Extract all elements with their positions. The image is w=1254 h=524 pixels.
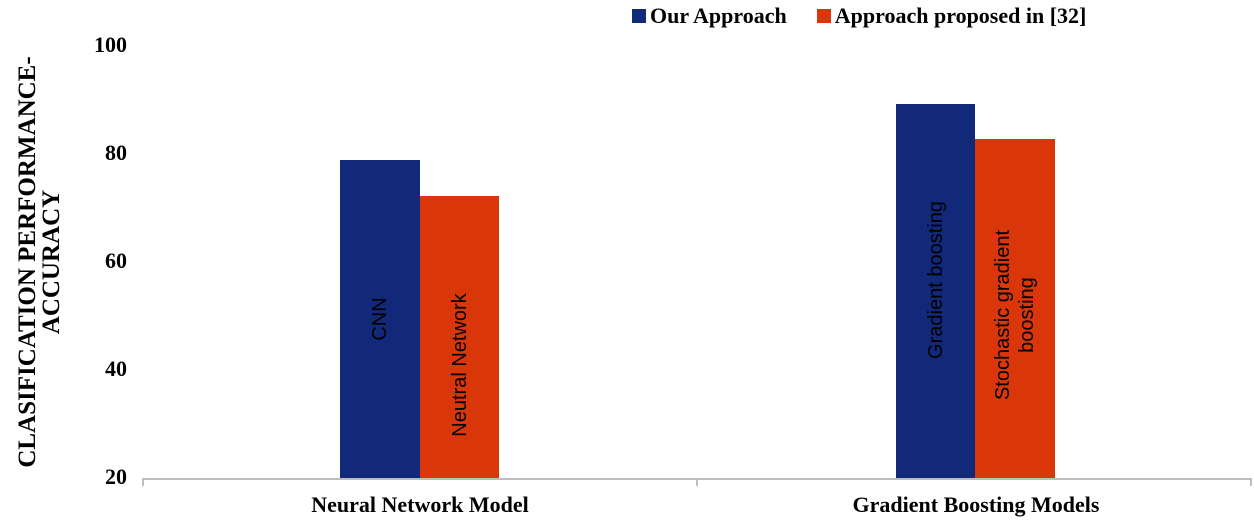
y-tick-100: 100 (94, 32, 127, 57)
legend-label: Our Approach (650, 3, 787, 28)
bar-label: CNN (369, 297, 391, 341)
x-category-neural-network-model: Neural Network Model (311, 492, 529, 517)
legend-item-approach-32: Approach proposed in [32] (816, 3, 1087, 29)
bar-label-line2: boosting (1016, 277, 1038, 354)
y-tick-20: 20 (105, 464, 127, 489)
legend-item-our-approach: Our Approach (632, 3, 787, 29)
y-tick-80: 80 (105, 140, 127, 165)
x-category-gradient-boosting-models: Gradient Boosting Models (852, 492, 1100, 517)
bar-label: Gradient boosting (924, 200, 947, 359)
y-axis-title-line1: CLASIFICATION PERFORMANCE- (14, 56, 41, 468)
legend-swatch-orange (816, 9, 831, 23)
bar-stochastic-gradient-boosting: Stochastic gradient boosting (975, 139, 1055, 478)
legend: Our Approach Approach proposed in [32] (632, 3, 1116, 29)
x-tick (1250, 478, 1252, 486)
legend-label: Approach proposed in [32] (834, 3, 1087, 28)
y-axis-title: CLASIFICATION PERFORMANCE- ACCURACY (0, 0, 80, 524)
bar-neutral-network: Neutral Network (420, 196, 499, 478)
bar-label: Stochastic gradient boosting (991, 230, 1039, 400)
y-tick-60: 60 (105, 248, 127, 273)
y-axis-title-line2: ACCURACY (38, 189, 65, 335)
y-tick-40: 40 (105, 356, 127, 381)
x-tick (696, 478, 698, 486)
x-tick (142, 478, 144, 486)
bar-label-line1: Stochastic gradient (992, 230, 1014, 401)
bar-cnn: CNN (340, 160, 420, 478)
bar-gradient-boosting: Gradient boosting (896, 104, 975, 478)
bar-label: Neutral Network (448, 293, 471, 437)
legend-swatch-blue (632, 9, 646, 23)
